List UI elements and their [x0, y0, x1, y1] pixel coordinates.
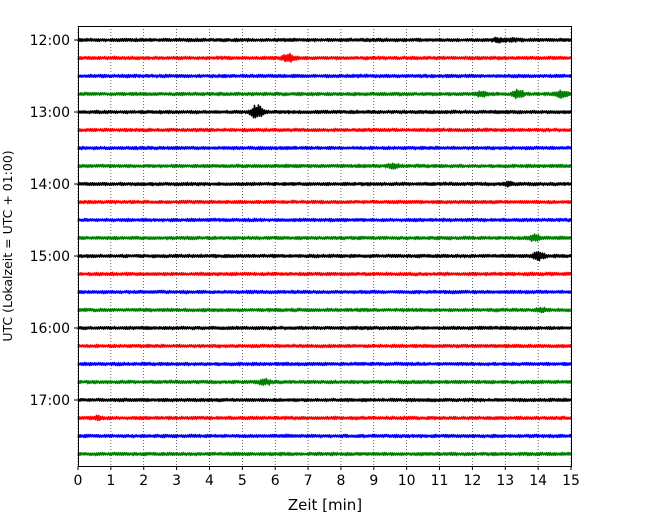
seismic-traces: [77, 36, 572, 457]
seismic-trace: [77, 451, 572, 457]
seismic-trace: [77, 233, 572, 242]
seismic-trace: [77, 104, 572, 119]
y-axis-label: UTC (Lokalzeit = UTC + 01:00): [0, 150, 15, 341]
x-axis-label: Zeit [min]: [288, 496, 362, 514]
x-tick-label: 13: [496, 473, 514, 489]
x-tick-label: 14: [529, 473, 547, 489]
x-tick-label: 0: [74, 473, 83, 489]
x-tick-label: 8: [336, 473, 345, 489]
seismic-trace: [77, 199, 572, 205]
seismic-trace: [77, 162, 572, 170]
y-tick-label: 14:00: [30, 177, 70, 193]
x-tick-label: 11: [431, 473, 449, 489]
x-tick-label: 2: [139, 473, 148, 489]
seismic-trace: [77, 217, 572, 223]
y-tick-label: 17:00: [30, 393, 70, 409]
y-tick-label: 15:00: [30, 249, 70, 265]
x-tick-label: 9: [369, 473, 378, 489]
y-axis-ticks: 12:00 13:00 14:00 15:00 16:00 17:00: [30, 33, 78, 409]
seismic-trace: [77, 73, 572, 79]
seismic-trace: [77, 433, 572, 439]
seismic-trace: [77, 180, 572, 188]
x-tick-label: 5: [238, 473, 247, 489]
seismic-trace: [77, 145, 572, 151]
seismic-trace: [77, 361, 572, 367]
seismic-trace: [77, 250, 572, 262]
seismic-trace: [77, 127, 572, 133]
seismic-trace: [77, 306, 572, 314]
y-tick-label: 13:00: [30, 105, 70, 121]
x-tick-label: 6: [271, 473, 280, 489]
seismic-trace: [77, 36, 572, 44]
seismic-trace: [77, 325, 572, 331]
seismic-trace: [77, 88, 572, 100]
plot-frame: [78, 26, 572, 467]
x-tick-label: 7: [304, 473, 313, 489]
x-tick-label: 1: [106, 473, 115, 489]
x-tick-label: 15: [562, 473, 580, 489]
y-tick-label: 12:00: [30, 33, 70, 49]
seismic-trace: [77, 397, 572, 403]
seismic-trace: [77, 343, 572, 349]
x-axis-ticks: 0 1 2 3 4 5 6 7 8 9 10 11 12 13 14 15: [74, 466, 580, 489]
seismic-trace: [77, 414, 572, 422]
seismic-trace: [77, 52, 572, 63]
x-tick-label: 12: [463, 473, 481, 489]
seismic-trace: [77, 271, 572, 277]
x-tick-label: 10: [398, 473, 416, 489]
seismic-trace: [77, 377, 572, 386]
x-tick-label: 4: [205, 473, 214, 489]
y-tick-label: 16:00: [30, 321, 70, 337]
seismic-trace: [77, 289, 572, 295]
x-tick-label: 3: [172, 473, 181, 489]
